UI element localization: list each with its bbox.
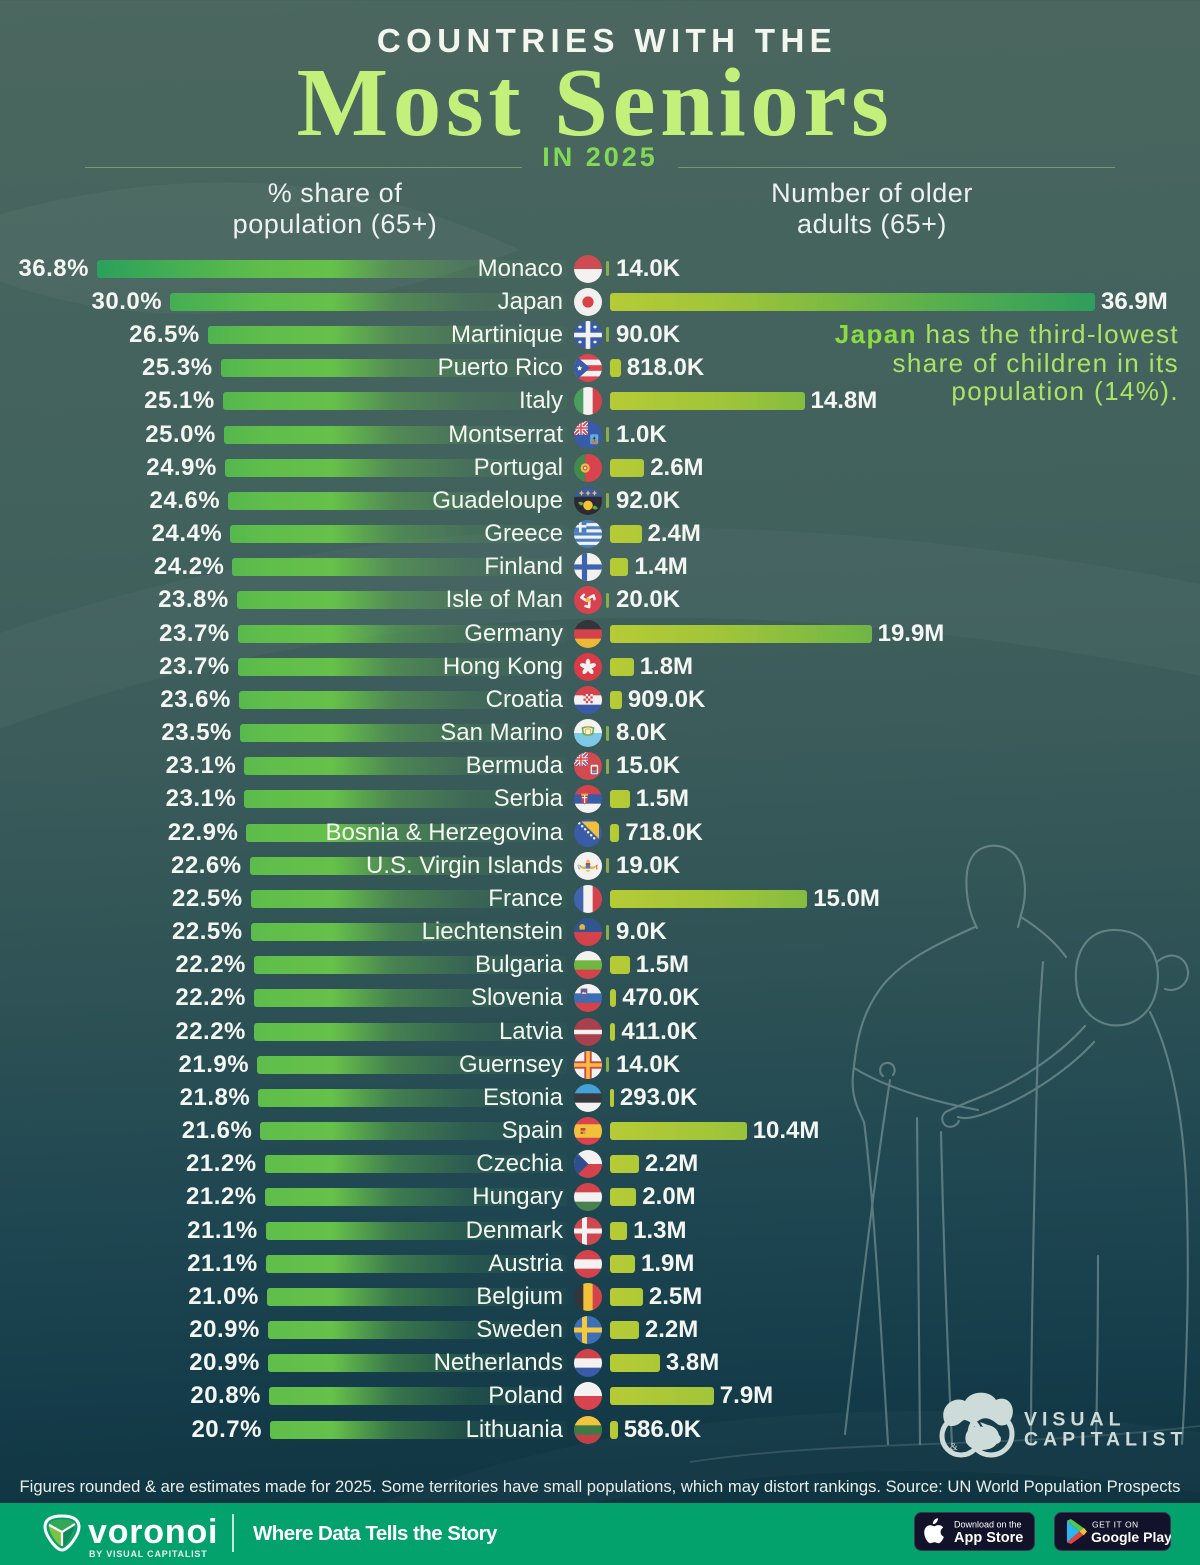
svg-text:Download on the: Download on the [954, 1520, 1022, 1530]
svg-text:&: & [950, 1442, 958, 1453]
svg-text:GET IT ON: GET IT ON [1092, 1520, 1139, 1530]
svg-text:App Store: App Store [954, 1530, 1023, 1546]
svg-text:I: I [596, 865, 598, 871]
svg-text:V: V [577, 865, 581, 871]
svg-text:CAPITALIST: CAPITALIST [1024, 1429, 1187, 1451]
svg-text:Google Play: Google Play [1091, 1529, 1171, 1545]
svg-text:VISUAL: VISUAL [1024, 1409, 1126, 1431]
